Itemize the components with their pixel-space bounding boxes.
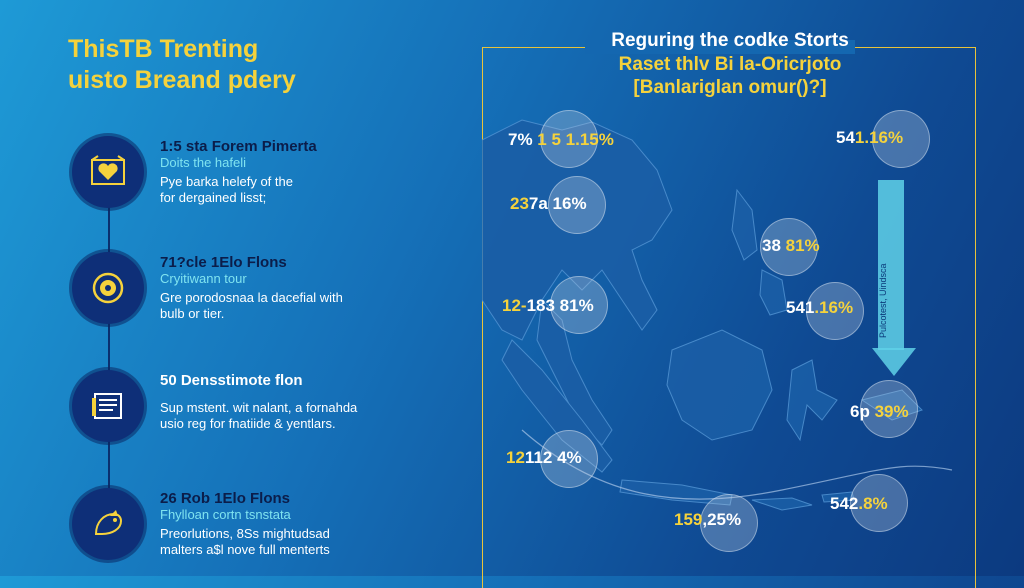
arrow-caption: Pulcotest, Uindsca (878, 263, 888, 338)
bubble-label: 541.16% (836, 128, 904, 147)
bubble-label: 7% 1 5 1.15% (508, 130, 614, 149)
map-title: Reguring the codke Storts (611, 30, 849, 51)
bubble-label: 12112 4% (506, 448, 582, 467)
bird-icon (72, 488, 144, 560)
step-2: 71?cle 1Elo Flons Cryitiwann tour Gre po… (72, 252, 432, 332)
step-4: 26 Rob 1Elo Flons Fhylloan cortn tsnstat… (72, 488, 432, 568)
step-1-desc-line-2: for dergained lisst; (160, 190, 267, 205)
step-3-desc-line-1: Sup mstent. wit nalant, a fornahda (160, 400, 358, 415)
bubble-label: 541.16% (786, 298, 854, 317)
map-peninsula (536, 298, 613, 446)
bubble-circle (700, 494, 758, 552)
bubble-circle (806, 282, 864, 340)
step-2-description: Gre porodosnaa la dacefial with bulb or … (160, 290, 430, 322)
bubble-circle (872, 110, 930, 168)
map-sulawesi (786, 359, 838, 442)
bubble-circle (540, 110, 598, 168)
step-3-description: Sup mstent. wit nalant, a fornahda usio … (160, 400, 430, 432)
step-1-subtitle: Doits the hafeli (160, 155, 246, 170)
bubble-label: 542.8% (830, 494, 888, 513)
timeline-connector (108, 190, 110, 520)
heart-icon (72, 136, 144, 208)
step-4-description: Preorlutions, 8Ss mightudsad malters a$l… (160, 526, 430, 558)
step-3-desc-line-2: usio reg for fnatiide & yentlars. (160, 416, 336, 431)
map-borneo (666, 329, 773, 441)
step-2-subtitle: Cryitiwann tour (160, 271, 247, 286)
map-subtitle-1: Raset thlv Bi la-Oricrjoto (618, 54, 842, 75)
bubble-label: 38 81% (762, 236, 820, 255)
step-1: 1:5 sta Forem Pimerta Doits the hafeli P… (72, 136, 432, 216)
step-4-desc-line-1: Preorlutions, 8Ss mightudsad (160, 526, 330, 541)
bubble-label: 12-183 81% (502, 296, 594, 315)
coin-icon (72, 252, 144, 324)
step-1-title: 1:5 sta Forem Pimerta (160, 138, 317, 155)
bubble-label: 6p 39% (850, 402, 909, 421)
headline-line-1: ThisTB Trenting (68, 35, 259, 63)
step-3-title: 50 Densstimote flon (160, 372, 303, 389)
map-title-backdrop (585, 40, 855, 54)
bubble-circle (548, 176, 606, 234)
bubble-label: 237a 16% (510, 194, 587, 213)
step-4-desc-line-2: malters a$l nove full menterts (160, 542, 330, 557)
step-1-desc-line-1: Pye barka helefy of the (160, 174, 293, 189)
step-2-desc-line-2: bulb or tier. (160, 306, 225, 321)
document-icon (72, 370, 144, 442)
bubble-circle (540, 430, 598, 488)
step-2-title: 71?cle 1Elo Flons (160, 254, 287, 271)
map-subtitle-2: [Banlariglan omur()?] (633, 77, 827, 98)
step-4-title: 26 Rob 1Elo Flons (160, 490, 291, 507)
bubble-circle (550, 276, 608, 334)
step-3: 50 Densstimote flon Sup mstent. wit nala… (72, 370, 432, 450)
bubble-circle (850, 474, 908, 532)
map-philippines (731, 188, 788, 316)
bubble-circle (760, 218, 818, 276)
step-4-subtitle: Fhylloan cortn tsnstata (160, 507, 291, 522)
down-arrow-icon (872, 180, 916, 376)
bubble-circle (860, 380, 918, 438)
bubble-label: 159,25% (674, 510, 742, 529)
headline: ThisTB Trenting uisto Breand pdery (68, 34, 296, 96)
headline-line-2: uisto Breand pdery (68, 66, 296, 94)
southeast-asia-map (482, 119, 953, 511)
step-2-desc-line-1: Gre porodosnaa la dacefial with (160, 290, 343, 305)
step-1-description: Pye barka helefy of the for dergained li… (160, 174, 430, 206)
